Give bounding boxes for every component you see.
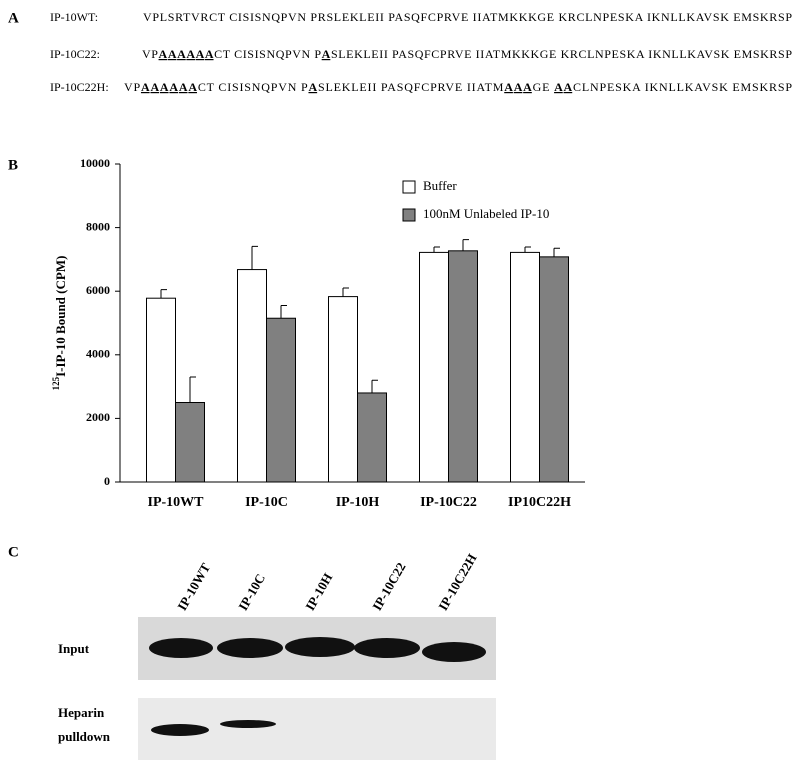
sequence-segment: VP bbox=[142, 47, 158, 61]
bar bbox=[539, 256, 569, 483]
error-bar bbox=[160, 289, 167, 299]
error-bar bbox=[462, 239, 469, 251]
x-tick-label: IP-10H bbox=[336, 495, 380, 510]
pulldown-bands bbox=[151, 720, 276, 736]
x-tick-label: IP10C22H bbox=[508, 495, 571, 510]
y-tick-label: 10000 bbox=[80, 156, 110, 170]
x-tick-label: IP-10WT bbox=[148, 495, 205, 510]
sequence-segment: GE bbox=[533, 80, 554, 94]
legend-box bbox=[393, 175, 581, 231]
sequence-segment: CT CISISNQPVN P bbox=[214, 47, 321, 61]
row-label: pulldown bbox=[58, 729, 111, 744]
bar bbox=[357, 392, 387, 483]
y-tick-label: 6000 bbox=[86, 283, 110, 297]
x-tick-label: IP-10C22 bbox=[420, 495, 477, 510]
mutated-residues: AA bbox=[554, 80, 572, 94]
bar bbox=[237, 269, 267, 483]
legend-swatch bbox=[402, 208, 416, 222]
input-bands bbox=[149, 637, 486, 662]
lane-label: IP-10WT bbox=[174, 560, 213, 613]
lane-label: IP-10C22 bbox=[369, 560, 408, 613]
sequence-label: IP-10C22H: bbox=[50, 80, 109, 94]
bar bbox=[146, 297, 176, 483]
sequence: VPLSRTVRCT CISISNQPVN PRSLEKLEII PASQFCP… bbox=[143, 10, 792, 24]
row-label: Input bbox=[58, 641, 90, 656]
y-tick-label: 4000 bbox=[86, 347, 110, 361]
error-bar bbox=[553, 247, 560, 257]
sequence-segment: SLEKLEII PASQFCPRVE IIATMKKKGE KRCLNPESK… bbox=[331, 47, 792, 61]
mutated-residues: A bbox=[322, 47, 331, 61]
sequence-segment: VPLSRTVRCT CISISNQPVN PRSLEKLEII PASQFCP… bbox=[143, 10, 792, 24]
sequence-segment: VP bbox=[124, 80, 140, 94]
y-axis-label-text: I-IP-10 Bound (CPM) bbox=[53, 256, 68, 377]
sequence: VPAAAAAACT CISISNQPVN PASLEKLEII PASQFCP… bbox=[142, 47, 792, 61]
bar bbox=[175, 402, 205, 483]
sequence-label: IP-10WT: bbox=[50, 10, 98, 24]
y-tick-label: 2000 bbox=[86, 410, 110, 424]
panel-letter: A bbox=[8, 10, 19, 26]
sequence-label: IP-10C22: bbox=[50, 47, 100, 61]
error-bar bbox=[189, 376, 196, 403]
y-tick-label: 0 bbox=[104, 474, 110, 488]
mutated-residues: A bbox=[308, 80, 317, 94]
sequence-segment: CLNPESKA IKNLLKAVSK EMSKRSP bbox=[573, 80, 792, 94]
legend-swatch bbox=[402, 180, 416, 194]
x-tick-label: IP-10C bbox=[245, 495, 288, 510]
bar bbox=[328, 296, 358, 483]
row-label: Heparin bbox=[58, 705, 105, 720]
y-tick-label: 8000 bbox=[86, 219, 110, 233]
bar bbox=[448, 250, 478, 483]
lane-label: IP-10H bbox=[302, 570, 335, 613]
error-bar bbox=[280, 305, 287, 319]
sequence-segment: SLEKLEII PASQFCPRVE IIATM bbox=[318, 80, 504, 94]
y-axis-label: 125I-IP-10 Bound (CPM) bbox=[51, 256, 68, 391]
error-bar bbox=[524, 246, 531, 253]
panel-letter: C bbox=[8, 544, 19, 560]
lane-label: IP-10C bbox=[235, 571, 268, 613]
mutated-residues: AAA bbox=[504, 80, 532, 94]
legend-label: 100nM Unlabeled IP-10 bbox=[423, 206, 549, 221]
error-bar bbox=[342, 287, 349, 297]
bar bbox=[419, 251, 449, 483]
bar bbox=[266, 317, 296, 483]
y-axis-label-superscript: 125 bbox=[51, 376, 61, 390]
mutated-residues: AAAAAA bbox=[141, 80, 197, 94]
panel-letter: B bbox=[8, 157, 18, 173]
mutated-residues: AAAAAA bbox=[159, 47, 214, 61]
sequence: VPAAAAAACT CISISNQPVN PASLEKLEII PASQFCP… bbox=[124, 80, 792, 94]
lane-label: IP-10C22H bbox=[435, 551, 479, 613]
legend-label: Buffer bbox=[423, 178, 457, 193]
error-bar bbox=[251, 245, 258, 270]
bar bbox=[510, 251, 540, 483]
error-bar bbox=[371, 379, 378, 393]
sequence-segment: CT CISISNQPVN P bbox=[198, 80, 308, 94]
error-bar bbox=[433, 246, 440, 253]
